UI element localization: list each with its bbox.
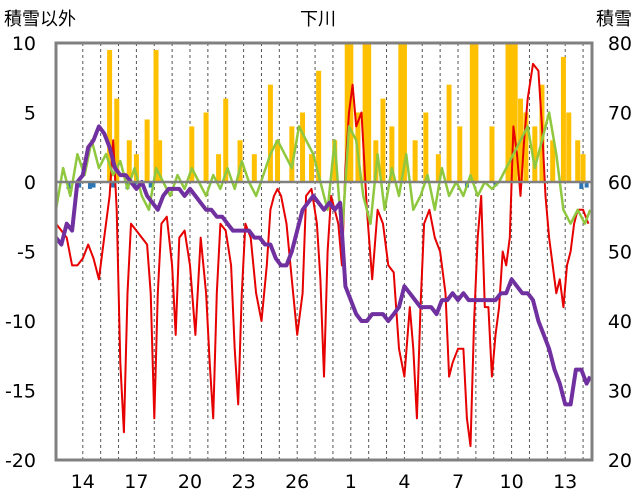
bar-layer bbox=[66, 43, 589, 189]
right-tick-label: 70 bbox=[608, 103, 632, 125]
precipitation-bar bbox=[398, 43, 404, 182]
precipitation-bar bbox=[423, 112, 429, 182]
left-tick-label: 5 bbox=[24, 103, 36, 125]
left-tick-label: -15 bbox=[5, 381, 36, 403]
precipitation-bar bbox=[457, 126, 463, 182]
precipitation-bar bbox=[550, 140, 556, 182]
snowfall-bar bbox=[87, 182, 92, 189]
precipitation-bar bbox=[523, 112, 529, 182]
precipitation-bar bbox=[157, 140, 163, 182]
x-tick-label: 20 bbox=[178, 471, 202, 493]
x-tick-label: 10 bbox=[500, 471, 524, 493]
right-tick-label: 40 bbox=[608, 311, 632, 333]
series-line-temperature bbox=[55, 62, 590, 448]
precipitation-bar bbox=[114, 98, 120, 182]
precipitation-bar bbox=[251, 154, 257, 182]
right-tick-label: 20 bbox=[608, 450, 632, 472]
series-line-snow_depth bbox=[54, 124, 592, 407]
precipitation-bar bbox=[126, 140, 132, 182]
x-tick-label: 26 bbox=[285, 471, 309, 493]
precipitation-bar bbox=[308, 154, 314, 182]
precipitation-bar bbox=[107, 49, 113, 183]
right-tick-label: 30 bbox=[608, 381, 632, 403]
precipitation-bar bbox=[344, 43, 350, 182]
precipitation-bar bbox=[566, 112, 572, 182]
right-axis-label: 積雪 bbox=[596, 9, 632, 30]
x-tick-label: 13 bbox=[553, 471, 577, 493]
precipitation-bar bbox=[469, 43, 475, 182]
precipitation-bar bbox=[332, 140, 338, 182]
precipitation-bar bbox=[380, 98, 386, 182]
snowfall-bar bbox=[584, 182, 589, 188]
precipitation-bar bbox=[203, 112, 209, 182]
precipitation-bar bbox=[366, 43, 372, 182]
precipitation-bar bbox=[412, 140, 418, 182]
right-tick-label: 60 bbox=[608, 172, 632, 194]
snowfall-bar bbox=[111, 182, 116, 188]
left-tick-label: -10 bbox=[5, 311, 36, 333]
right-tick-label: 50 bbox=[608, 242, 632, 264]
snowfall-bar bbox=[91, 182, 96, 188]
plot-frame bbox=[54, 41, 594, 462]
precipitation-bar bbox=[580, 154, 586, 182]
right-tick-label: 80 bbox=[608, 33, 632, 55]
precipitation-bar bbox=[435, 154, 441, 182]
x-tick-label: 17 bbox=[124, 471, 148, 493]
precipitation-bar bbox=[512, 43, 518, 182]
snowfall-bar bbox=[579, 182, 584, 189]
x-tick-label: 7 bbox=[452, 471, 464, 493]
precipitation-bar bbox=[216, 154, 222, 182]
precipitation-bar bbox=[289, 126, 295, 182]
precipitation-bar bbox=[532, 126, 538, 182]
precipitation-bar bbox=[446, 84, 452, 182]
precipitation-bar bbox=[473, 43, 479, 182]
x-tick-label: 1 bbox=[345, 471, 357, 493]
left-tick-label: -20 bbox=[5, 450, 36, 472]
precipitation-bar bbox=[223, 98, 229, 182]
x-tick-label: 14 bbox=[71, 471, 95, 493]
left-tick-label: 0 bbox=[24, 172, 36, 194]
precipitation-bar bbox=[362, 43, 368, 182]
precipitation-bar bbox=[275, 140, 281, 182]
precipitation-bar bbox=[267, 84, 273, 182]
precipitation-bar bbox=[189, 126, 195, 182]
precipitation-bar bbox=[133, 154, 139, 182]
precipitation-bar bbox=[505, 43, 511, 182]
precipitation-bar bbox=[316, 70, 322, 182]
precipitation-bar bbox=[237, 140, 243, 182]
left-tick-label: -5 bbox=[17, 242, 36, 264]
plot-border bbox=[54, 41, 594, 462]
precipitation-bar bbox=[401, 43, 407, 182]
precipitation-bar bbox=[300, 112, 306, 182]
precipitation-bar bbox=[509, 43, 515, 182]
precipitation-bar bbox=[489, 126, 495, 182]
snowfall-bar bbox=[148, 182, 153, 188]
x-tick-label: 4 bbox=[398, 471, 410, 493]
left-tick-label: 10 bbox=[12, 33, 36, 55]
precipitation-bar bbox=[560, 56, 566, 182]
series-line-sunshine bbox=[54, 111, 592, 239]
precipitation-bar bbox=[389, 126, 395, 182]
left-axis-label: 積雪以外 bbox=[4, 9, 76, 30]
precipitation-bar bbox=[153, 49, 159, 183]
snowfall-bar bbox=[77, 182, 82, 188]
series-layer bbox=[54, 62, 592, 448]
x-tick-label: 23 bbox=[232, 471, 256, 493]
precipitation-bar bbox=[575, 140, 581, 182]
precipitation-bar bbox=[348, 43, 354, 182]
chart-title: 下川 bbox=[300, 9, 336, 30]
precipitation-bar bbox=[144, 119, 150, 182]
